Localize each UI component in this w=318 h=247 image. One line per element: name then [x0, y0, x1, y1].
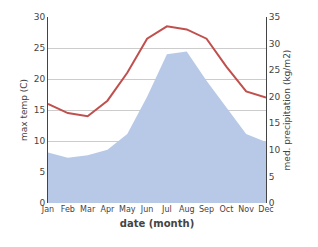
svg-text:10: 10 [34, 136, 46, 146]
svg-text:Jan: Jan [41, 205, 54, 214]
svg-text:5: 5 [269, 172, 275, 182]
svg-text:Apr: Apr [101, 205, 116, 214]
svg-text:max temp (C): max temp (C) [19, 79, 29, 141]
svg-text:Dec: Dec [258, 205, 273, 214]
svg-text:20: 20 [269, 92, 281, 102]
svg-text:Nov: Nov [238, 205, 254, 214]
svg-text:15: 15 [34, 105, 45, 115]
svg-text:Oct: Oct [219, 205, 233, 214]
svg-text:Aug: Aug [179, 205, 195, 214]
svg-text:date (month): date (month) [120, 218, 194, 229]
svg-text:10: 10 [269, 145, 281, 155]
svg-text:Feb: Feb [61, 205, 75, 214]
svg-text:20: 20 [34, 74, 46, 84]
svg-text:25: 25 [269, 65, 280, 75]
svg-text:0: 0 [39, 198, 45, 208]
svg-text:Sep: Sep [199, 205, 214, 214]
svg-text:15: 15 [269, 118, 280, 128]
svg-text:5: 5 [39, 167, 45, 177]
svg-text:0: 0 [269, 198, 275, 208]
svg-text:med. precipitation (kg/m2): med. precipitation (kg/m2) [282, 50, 292, 171]
svg-text:30: 30 [269, 39, 281, 49]
svg-text:25: 25 [34, 43, 45, 53]
svg-text:Jul: Jul [161, 205, 172, 214]
svg-text:Mar: Mar [80, 205, 96, 214]
svg-text:Jun: Jun [140, 205, 154, 214]
svg-text:35: 35 [269, 12, 280, 22]
svg-text:30: 30 [34, 12, 46, 22]
svg-text:May: May [119, 205, 136, 214]
